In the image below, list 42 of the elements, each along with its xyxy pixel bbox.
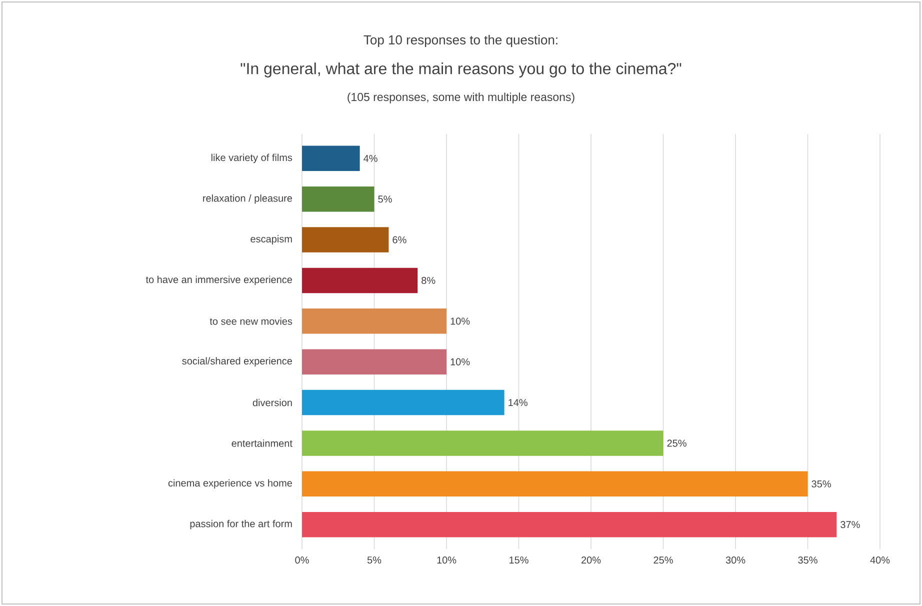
text: (105 responses, some with multiple reasons) [348, 92, 574, 104]
data-label: 37% [840, 521, 860, 528]
bar [302, 471, 808, 497]
data-label: 4% [364, 154, 378, 162]
x-tick-label: 25% [654, 556, 673, 564]
bar [302, 268, 418, 294]
chart-subtitle: "In general, what are the main reasons you go to the cinema?" [240, 62, 682, 78]
x-tick-label: 40% [870, 556, 890, 564]
bar [302, 390, 504, 416]
data-label: 35% [812, 480, 831, 488]
y-tick-label: to see new movies [210, 317, 292, 325]
data-label: 10% [450, 318, 470, 325]
y-tick-label: escapism [250, 235, 292, 244]
data-label: 14% [508, 399, 528, 406]
data-label: 6% [392, 236, 406, 244]
x-tick-label: 0% [295, 556, 309, 564]
y-tick-label: relaxation / pleasure [203, 194, 292, 204]
x-tick-label: 30% [726, 556, 746, 564]
data-label: 25% [667, 440, 686, 447]
x-tick-label: 20% [582, 556, 601, 564]
bar [302, 512, 837, 538]
x-tick-label: 35% [798, 556, 818, 564]
chart-title: Top 10 responses to the question: [364, 34, 558, 48]
bar [302, 308, 447, 334]
bar [302, 349, 447, 374]
y-tick-label: cinema experience vs home [168, 479, 292, 489]
bar [302, 430, 664, 456]
bar [302, 146, 360, 172]
y-tick-label: passion for the art form [190, 520, 292, 530]
data-label: 8% [422, 276, 436, 284]
y-tick-label: like variety of films [211, 154, 292, 164]
data-label: 5% [378, 196, 392, 203]
y-tick-label: social/shared experience [182, 357, 292, 366]
data-label: 10% [450, 358, 470, 366]
bar [302, 227, 389, 252]
x-tick-label: 10% [437, 556, 456, 564]
x-tick-label: 5% [367, 556, 382, 564]
y-tick-label: entertainment [232, 440, 292, 447]
x-tick-label: 15% [510, 556, 528, 564]
y-tick-label: to have an immersive experience [146, 276, 292, 286]
bar [302, 186, 374, 212]
y-tick-label: diversion [252, 398, 292, 406]
